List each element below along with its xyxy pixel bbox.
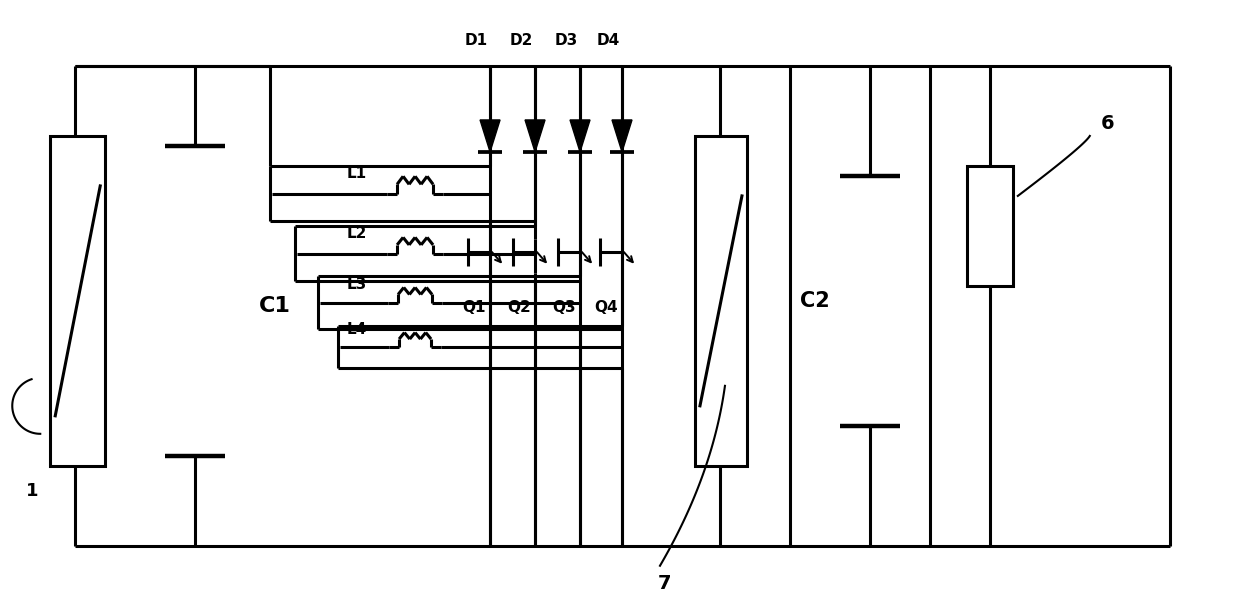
Text: Q4: Q4 — [595, 300, 618, 315]
Text: Q3: Q3 — [553, 300, 576, 315]
Text: L4: L4 — [347, 322, 367, 337]
Text: C2: C2 — [800, 291, 830, 311]
Text: 7: 7 — [658, 574, 672, 593]
Text: D3: D3 — [554, 33, 577, 48]
Text: D1: D1 — [465, 33, 488, 48]
Polygon shape — [525, 120, 545, 152]
Polygon shape — [479, 120, 501, 152]
Text: L1: L1 — [347, 166, 367, 181]
Text: Q1: Q1 — [462, 300, 486, 315]
Text: D4: D4 — [596, 33, 620, 48]
Text: C1: C1 — [259, 296, 291, 316]
Text: L2: L2 — [347, 226, 367, 241]
Text: L3: L3 — [347, 277, 367, 293]
Polygon shape — [612, 120, 632, 152]
Text: D2: D2 — [509, 33, 533, 48]
Bar — [695, 136, 747, 466]
Bar — [51, 136, 105, 466]
Polygon shape — [570, 120, 590, 152]
Text: Q2: Q2 — [507, 300, 532, 315]
Text: 1: 1 — [26, 482, 38, 500]
Text: 6: 6 — [1101, 114, 1115, 134]
Bar — [966, 166, 1012, 286]
